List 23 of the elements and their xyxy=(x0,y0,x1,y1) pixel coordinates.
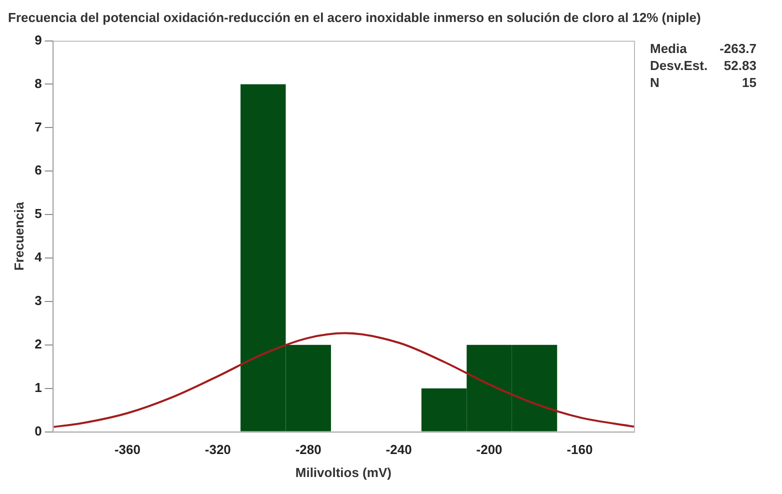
y-tick-label: 0 xyxy=(34,423,42,438)
y-axis-title: Frecuencia xyxy=(11,201,26,271)
text: Media -263.7 xyxy=(650,41,756,56)
text: N 15 xyxy=(650,75,756,90)
y-tick-label: 9 xyxy=(34,32,42,48)
y-tick-label: 6 xyxy=(34,162,42,178)
y-tick-label: 3 xyxy=(34,293,42,308)
y-tick-label: 1 xyxy=(34,380,42,395)
x-tick-label: -160 xyxy=(566,442,593,458)
x-tick-label: -240 xyxy=(386,442,412,458)
chart-title: Frecuencia del potencial oxidación-reducción en el acero inoxidable inmerso en solución de cloro al 12% (niple) xyxy=(8,10,701,25)
x-tick-label: -320 xyxy=(204,442,231,458)
x-tick-label: -200 xyxy=(476,442,502,458)
text: Desv.Est. 52.83 xyxy=(650,58,756,73)
x-tick-label: -280 xyxy=(295,442,322,458)
y-tick-label: 7 xyxy=(34,119,42,134)
line-series xyxy=(52,332,634,428)
x-axis-title: Milivoltios (mV) xyxy=(295,464,392,480)
y-tick-label: 2 xyxy=(34,336,42,352)
y-tick-label: 8 xyxy=(34,76,42,91)
y-tick-label: 4 xyxy=(34,250,43,265)
x-tick-label: -360 xyxy=(114,442,140,458)
y-tick-label: 5 xyxy=(34,206,42,222)
